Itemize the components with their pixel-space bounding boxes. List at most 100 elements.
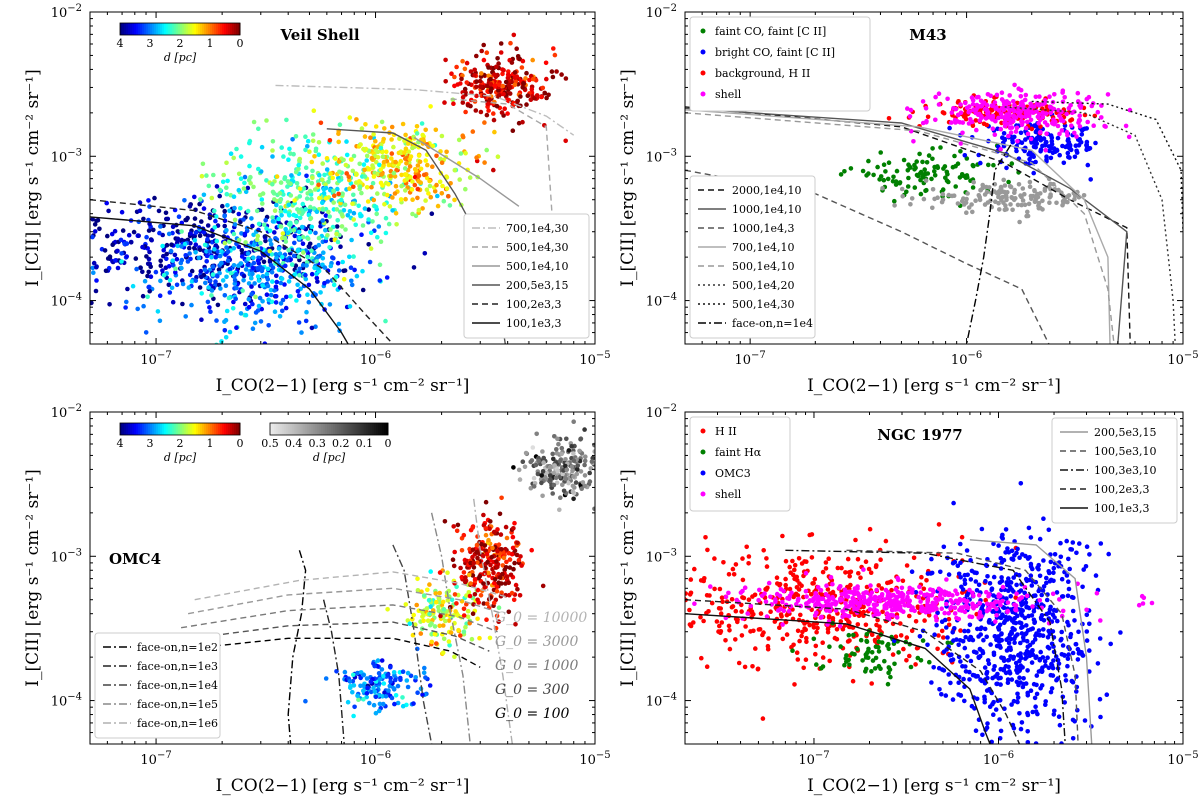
data-point: [481, 601, 487, 606]
data-point: [223, 283, 229, 289]
data-point: [516, 557, 522, 563]
data-point: [482, 543, 488, 548]
data-point: [719, 620, 725, 625]
data-point: [897, 180, 902, 186]
data-point: [380, 183, 385, 188]
data-point: [238, 311, 244, 316]
colorbar-swatch: [190, 23, 193, 35]
colorbar-swatch: [220, 23, 223, 35]
data-point: [826, 615, 832, 620]
data-point: [205, 223, 211, 228]
data-point: [758, 611, 764, 616]
model-line-500-1e4-30: [450, 98, 555, 244]
data-point: [414, 124, 420, 129]
data-point: [92, 222, 98, 227]
legend-entry-label: faint CO, faint [C II]: [715, 25, 826, 38]
data-point: [873, 655, 879, 661]
data-point: [251, 255, 256, 260]
data-point: [179, 257, 185, 263]
data-point: [652, 623, 657, 628]
colorbar-tick-label: 0: [237, 37, 244, 50]
data-point: [687, 607, 692, 613]
data-point: [164, 251, 169, 257]
data-point: [914, 645, 920, 651]
data-point: [846, 632, 852, 638]
data-point: [212, 225, 217, 230]
data-point: [307, 229, 313, 235]
data-point: [328, 171, 333, 176]
data-point: [115, 248, 120, 254]
data-point: [869, 681, 874, 686]
data-point: [175, 229, 181, 234]
data-point: [930, 205, 935, 211]
colorbar-swatch: [138, 23, 141, 35]
data-point: [405, 141, 411, 146]
data-point: [750, 664, 755, 669]
data-point: [698, 578, 704, 583]
data-point: [251, 260, 257, 266]
data-point: [507, 91, 513, 96]
data-point: [272, 208, 278, 213]
data-point: [441, 636, 447, 642]
data-point: [563, 76, 569, 81]
data-point: [680, 584, 685, 589]
data-point: [491, 117, 497, 123]
data-point: [687, 592, 693, 597]
data-point: [864, 632, 870, 637]
data-point: [932, 169, 937, 174]
data-point: [858, 575, 863, 580]
data-point: [194, 274, 199, 280]
data-point: [528, 485, 534, 491]
data-point: [550, 74, 556, 80]
data-point: [412, 167, 418, 172]
data-point: [268, 262, 274, 268]
data-point: [425, 587, 430, 593]
data-point: [945, 96, 950, 102]
panel-m43: 10−7 10−6 10−510−410−310−2I_CO(2−1) [erg s…: [618, 3, 1199, 396]
data-point: [1088, 177, 1093, 182]
data-point: [297, 235, 302, 241]
data-point: [209, 233, 215, 239]
data-point: [761, 548, 766, 553]
data-point: [347, 679, 353, 684]
data-point: [491, 529, 497, 535]
data-point: [1009, 556, 1014, 562]
data-point: [523, 450, 529, 456]
data-point: [400, 121, 406, 127]
data-point: [94, 218, 99, 224]
data-point: [320, 218, 326, 223]
data-point: [907, 164, 912, 169]
colorbar-swatch: [202, 23, 205, 35]
data-point: [215, 249, 221, 254]
data-point: [292, 198, 297, 203]
data-point: [258, 240, 263, 246]
colorbar-swatch: [236, 423, 239, 435]
data-point: [230, 306, 236, 311]
data-point: [153, 269, 159, 275]
data-point: [1040, 106, 1045, 112]
data-point: [659, 660, 664, 665]
data-point: [217, 193, 222, 199]
data-point: [1085, 162, 1091, 168]
colorbar-swatch: [146, 23, 149, 35]
data-point: [799, 561, 805, 566]
data-point: [204, 259, 209, 264]
data-point: [960, 130, 965, 136]
colorbar-swatch: [342, 423, 346, 435]
data-point: [478, 109, 484, 115]
data-point: [552, 52, 558, 58]
data-point: [284, 117, 289, 123]
data-point: [820, 640, 825, 645]
data-point: [1051, 658, 1056, 663]
data-point: [992, 769, 997, 774]
data-point: [1054, 590, 1060, 595]
data-point: [146, 284, 151, 290]
legend-box: [689, 175, 816, 339]
data-point: [554, 451, 560, 456]
data-point: [474, 542, 480, 548]
legend-entry-label: face-on,n=1e4: [137, 679, 218, 692]
colorbar-swatch: [148, 23, 151, 35]
legend-entry-label: 500,1e4,10: [732, 260, 795, 273]
data-point: [471, 602, 476, 607]
